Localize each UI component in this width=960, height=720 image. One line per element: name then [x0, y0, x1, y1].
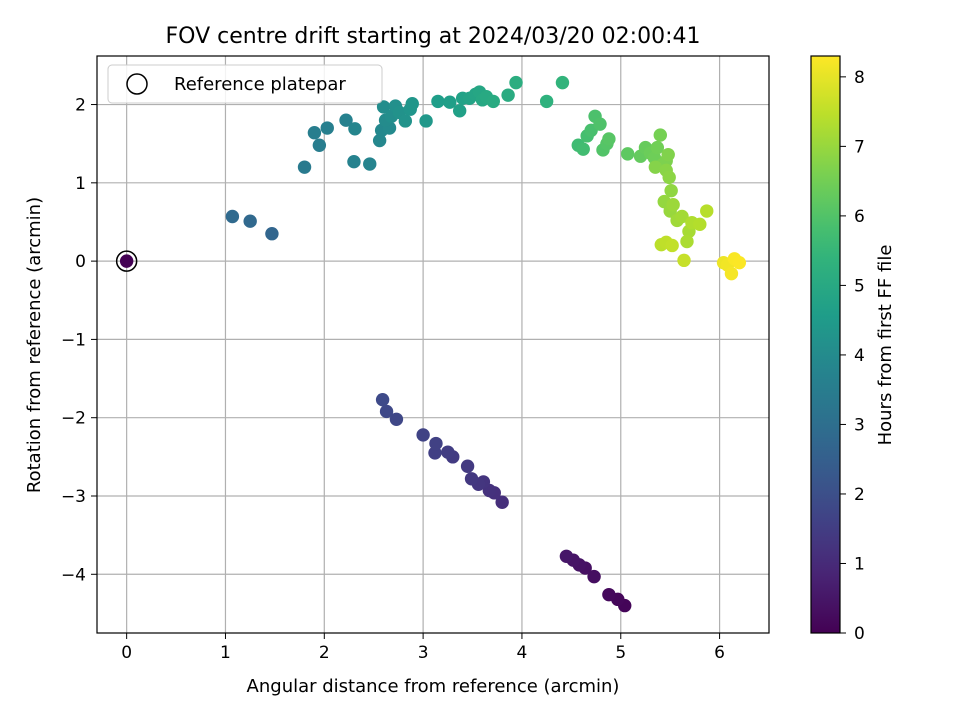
x-tick-label: 3 [418, 643, 429, 663]
scatter-point [555, 75, 570, 90]
scatter-point [464, 472, 479, 486]
scatter-point [675, 209, 689, 224]
scatter-point [666, 198, 680, 212]
scatter-point [602, 132, 616, 146]
scatter-point [509, 75, 523, 90]
legend-entry-reference: Reference platepar [174, 74, 346, 95]
scatter-point [389, 412, 404, 426]
scatter-point [724, 266, 739, 281]
scatter-point [661, 147, 675, 162]
scatter-point [376, 100, 391, 114]
scatter-point [460, 459, 475, 473]
scatter-point [225, 209, 240, 224]
scatter-point [265, 227, 279, 241]
x-tick-label: 0 [121, 643, 132, 663]
colorbar-tick-label: 4 [854, 346, 865, 366]
scatter-point [593, 117, 607, 131]
scatter-point [539, 94, 554, 109]
plot-background [97, 56, 769, 633]
x-tick-label: 4 [517, 643, 528, 663]
scatter-point [405, 97, 419, 111]
y-tick-label: 1 [75, 174, 86, 194]
x-axis-label: Angular distance from reference (arcmin) [247, 676, 620, 697]
colorbar-label: Hours from first FF file [875, 245, 896, 446]
colorbar: 0 1 2 3 4 5 6 7 8 [810, 55, 865, 644]
reference-marker [115, 250, 138, 272]
scatter-point [677, 253, 691, 268]
scatter-point [307, 126, 322, 140]
y-tick-label: −1 [61, 330, 86, 350]
scatter-point [372, 133, 387, 148]
scatter-point [297, 160, 312, 174]
colorbar-tick-label: 6 [854, 207, 865, 227]
colorbar-tick-label: 2 [854, 485, 865, 505]
scatter-point [648, 160, 663, 174]
colorbar-tick-label: 1 [854, 554, 865, 574]
scatter-point [700, 204, 714, 218]
colorbar-gradient [810, 55, 841, 634]
scatter-point [320, 121, 334, 135]
y-tick-label: −2 [61, 409, 86, 429]
scatter-point [419, 114, 433, 128]
y-tick-label: −4 [61, 565, 86, 585]
scatter-point [662, 170, 676, 185]
scatter-point [664, 183, 678, 198]
scatter-point [312, 138, 327, 152]
y-tick-label: 2 [75, 96, 86, 116]
scatter-point [363, 157, 377, 171]
scatter-point [443, 95, 457, 109]
scatter-point [501, 88, 515, 102]
colorbar-tick-label: 3 [854, 415, 865, 435]
scatter-point [602, 587, 616, 602]
scatter-point [339, 113, 353, 127]
chart-title: FOV centre drift starting at 2024/03/20 … [166, 24, 701, 49]
scatter-point [375, 392, 390, 407]
y-tick-label: 0 [75, 252, 86, 272]
scatter-point [452, 104, 467, 118]
scatter-point [653, 128, 667, 142]
scatter-point [665, 238, 679, 253]
scatter-point [576, 142, 590, 156]
scatter-point [429, 436, 443, 451]
plot-area: 0 1 2 3 4 5 6 −4 −3 −2 −1 0 1 2 [61, 55, 770, 663]
x-tick-label: 2 [319, 643, 330, 663]
scatter-point [441, 445, 455, 459]
scatter-point [431, 94, 445, 109]
scatter-point [559, 549, 574, 563]
scatter-point [348, 122, 362, 136]
scatter-point [398, 114, 413, 128]
scatter-point [732, 255, 747, 270]
scatter-point [379, 404, 394, 419]
scatter-point [347, 154, 361, 169]
scatter-point [495, 495, 509, 509]
scatter-point [587, 569, 601, 584]
legend: Reference platepar [107, 64, 383, 104]
x-tick-label: 5 [615, 643, 626, 663]
scatter-point [243, 214, 257, 228]
colorbar-tick-label: 7 [854, 137, 865, 157]
colorbar-tick-label: 5 [854, 276, 865, 296]
legend-marker-reference [126, 73, 148, 95]
scatter-point [119, 254, 134, 268]
x-tick-label: 1 [220, 643, 231, 663]
colorbar-tick-label: 8 [854, 68, 865, 88]
y-tick-label: −3 [61, 487, 86, 507]
scatter-point [680, 234, 694, 249]
x-tick-label: 6 [714, 643, 725, 663]
scatter-point [650, 140, 665, 155]
colorbar-tick-label: 0 [854, 624, 865, 644]
legend-frame [107, 64, 383, 104]
scatter-point [416, 428, 430, 442]
y-axis-label: Rotation from reference (arcmin) [24, 197, 45, 493]
scatter-point [486, 94, 500, 109]
scatter-point [693, 217, 707, 232]
scatter-point [620, 147, 635, 161]
plot-frame [96, 55, 770, 634]
